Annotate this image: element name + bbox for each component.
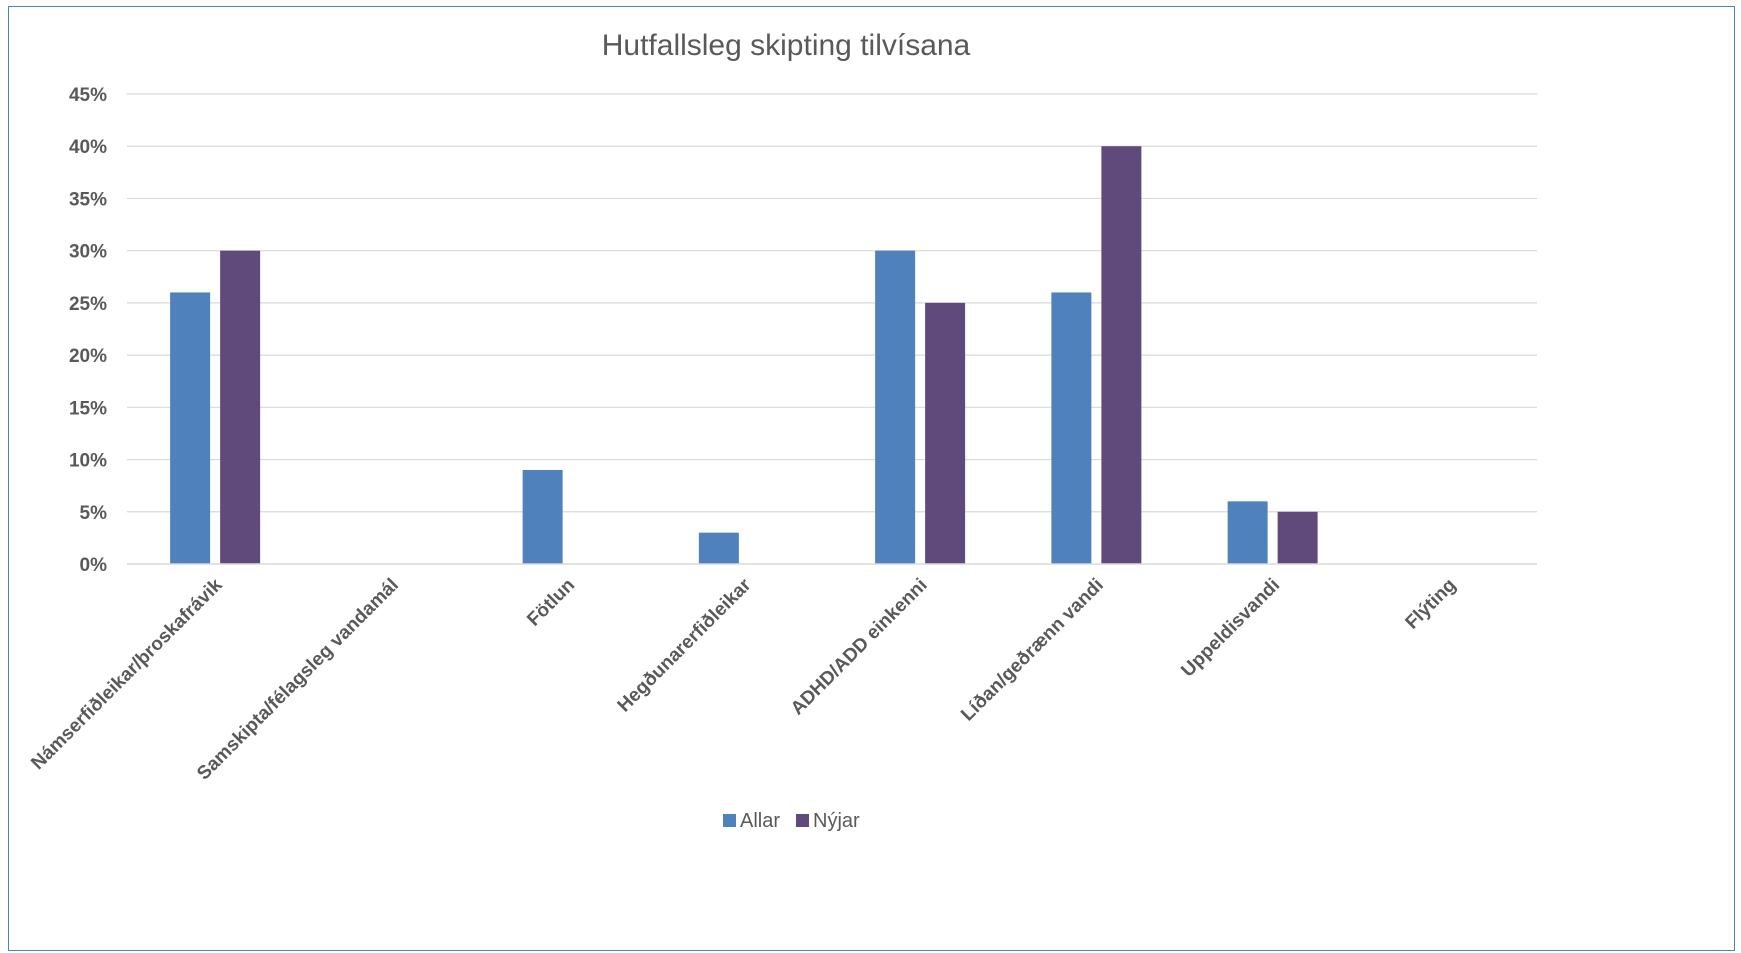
- y-axis-tick-labels: 0% 5% 10% 15% 20% 25% 30% 35% 40% 45%: [69, 85, 107, 576]
- gridlines: [127, 93, 1537, 513]
- y-tick-label: 15%: [69, 398, 107, 419]
- legend-swatch: [723, 814, 736, 827]
- x-category-label: Uppeldisvandi: [1177, 575, 1284, 682]
- legend-label: Nýjar: [813, 810, 860, 832]
- bar-allar: [1227, 501, 1268, 564]
- chart-frame: Hutfallsleg skipting tilvísana 0% 5% 10% 15…: [8, 6, 1735, 951]
- y-tick-label: 20%: [69, 346, 107, 367]
- x-category-label: Námserfiðleikar/þroskafrávik: [27, 574, 227, 774]
- bar-nýjar: [220, 250, 261, 564]
- bar-allar: [1051, 292, 1092, 564]
- y-tick-label: 45%: [69, 85, 107, 106]
- bar-chart: Hutfallsleg skipting tilvísana 0% 5% 10% 15…: [27, 29, 1537, 832]
- chart-title: Hutfallsleg skipting tilvísana: [602, 29, 971, 62]
- x-axis-category-labels: Námserfiðleikar/þroskafrávikSamskipta/fé…: [27, 574, 1460, 784]
- bar-nýjar: [925, 302, 966, 564]
- bar-nýjar: [1101, 146, 1142, 564]
- x-category-label: Fötlun: [523, 575, 579, 631]
- x-category-label: Líðan/geðrænn vandi: [957, 575, 1108, 726]
- bars: [170, 146, 1318, 564]
- y-tick-label: 30%: [69, 242, 107, 263]
- y-tick-label: 25%: [69, 294, 107, 315]
- x-category-label: Samskipta/félagsleg vandamál: [193, 575, 403, 785]
- bar-allar: [170, 292, 211, 564]
- bar-allar: [522, 470, 563, 564]
- y-tick-label: 0%: [80, 555, 108, 576]
- x-category-label: Flýting: [1402, 575, 1461, 634]
- legend-swatch: [796, 814, 810, 827]
- x-category-label: Hegðunarerfiðleikar: [614, 574, 756, 716]
- x-category-label: ADHD/ADD einkenni: [787, 575, 932, 720]
- legend: Allar Nýjar: [723, 810, 860, 832]
- y-tick-label: 10%: [69, 451, 107, 472]
- y-tick-label: 5%: [80, 503, 108, 524]
- bar-allar: [698, 532, 739, 564]
- y-tick-label: 40%: [69, 137, 107, 158]
- legend-label: Allar: [740, 810, 780, 832]
- y-tick-label: 35%: [69, 189, 107, 210]
- bar-allar: [875, 250, 916, 564]
- bar-nýjar: [1277, 511, 1318, 564]
